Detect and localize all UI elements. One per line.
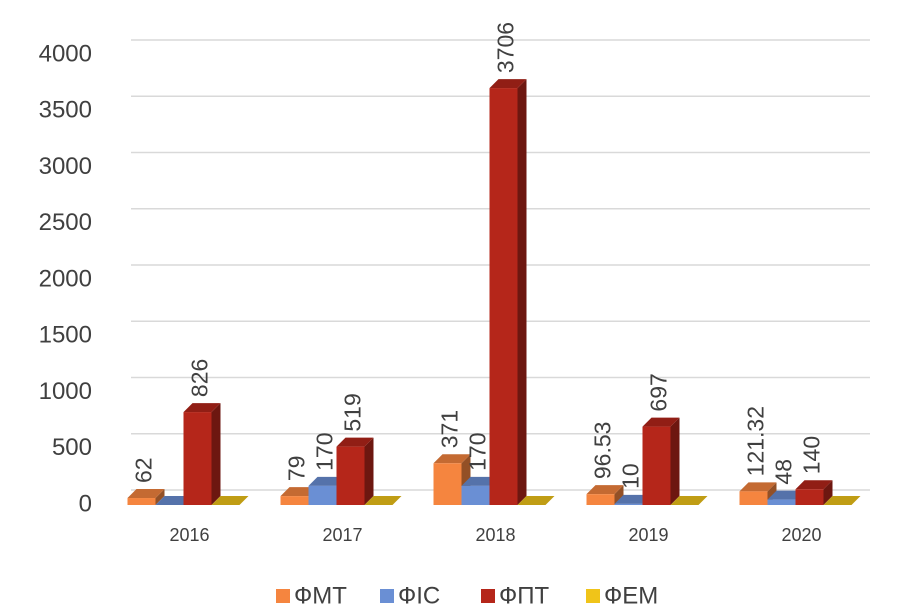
- bar-top: [517, 496, 555, 505]
- bar-top: [433, 454, 471, 464]
- bar: [795, 480, 833, 505]
- value-label: 96.53: [590, 422, 616, 480]
- value-label: 3706: [493, 22, 519, 73]
- bar-front: [642, 426, 671, 505]
- bar-top: [795, 480, 833, 490]
- bar-side: [614, 485, 624, 505]
- legend-swatch: [481, 589, 495, 603]
- legend-swatch: [380, 589, 394, 603]
- value-label: 170: [312, 433, 338, 471]
- legend-label: ФІС: [398, 582, 440, 609]
- bar-top: [739, 482, 777, 492]
- bar-top: [211, 496, 249, 505]
- value-label: 10: [618, 463, 644, 489]
- bar-front: [489, 88, 518, 505]
- bar-front: [336, 446, 365, 505]
- bar-side: [823, 480, 833, 505]
- bar-front: [739, 491, 768, 505]
- bar-top: [670, 496, 708, 505]
- bar-front: [586, 494, 615, 505]
- legend-swatch: [586, 589, 600, 603]
- value-label: 826: [187, 359, 213, 397]
- bar: [155, 496, 193, 505]
- bar-top: [489, 79, 527, 89]
- value-label: 48: [771, 459, 797, 485]
- x-tick-label: 2019: [628, 525, 668, 545]
- value-label: 170: [465, 433, 491, 471]
- bar: [642, 417, 680, 505]
- bar: [364, 496, 402, 505]
- x-tick-label: 2020: [781, 525, 821, 545]
- bar-side: [211, 403, 221, 505]
- legend-swatch: [276, 589, 290, 603]
- value-label: 140: [799, 436, 825, 474]
- bar-front: [795, 489, 824, 505]
- value-label: 121.32: [743, 406, 769, 476]
- value-label: 519: [340, 393, 366, 431]
- bar-front: [308, 485, 337, 505]
- value-label: 62: [131, 457, 157, 483]
- bar-front: [280, 496, 309, 505]
- y-tick-label: 0: [79, 490, 92, 517]
- bar-top: [155, 496, 193, 505]
- bar-top: [586, 485, 624, 495]
- value-label: 79: [284, 456, 310, 482]
- bar-front: [127, 498, 156, 505]
- bar-top: [461, 476, 499, 486]
- x-tick-label: 2017: [322, 525, 362, 545]
- y-tick-label: 1000: [39, 378, 92, 405]
- bar-top: [614, 494, 652, 504]
- bar-top: [823, 496, 861, 505]
- bar: [183, 403, 221, 505]
- y-tick-label: 3500: [39, 97, 92, 124]
- bar-front: [433, 463, 462, 505]
- bar: [336, 437, 374, 505]
- bar-top: [183, 403, 221, 413]
- bar-side: [517, 79, 527, 505]
- x-tick-label: 2016: [169, 525, 209, 545]
- value-label: 697: [646, 373, 672, 411]
- bar: [586, 485, 624, 505]
- legend-label: ФМТ: [294, 582, 347, 609]
- bar-top: [364, 496, 402, 505]
- bar-top: [127, 489, 165, 499]
- bar-side: [670, 417, 680, 505]
- bar-top: [308, 476, 346, 486]
- legend-label: ФПТ: [499, 582, 549, 609]
- y-tick-label: 3000: [39, 153, 92, 180]
- bar-front: [767, 499, 796, 505]
- bar: [823, 496, 861, 505]
- bar-front: [461, 485, 490, 505]
- legend-label: ФЕМ: [604, 582, 658, 609]
- bar-top: [280, 487, 318, 497]
- bar-front: [183, 412, 212, 505]
- bar: [489, 79, 527, 505]
- bar: [211, 496, 249, 505]
- y-tick-label: 2500: [39, 209, 92, 236]
- value-label: 371: [437, 410, 463, 448]
- y-tick-label: 1500: [39, 322, 92, 349]
- y-tick-label: 4000: [39, 40, 92, 67]
- bar: [670, 496, 708, 505]
- bar: [517, 496, 555, 505]
- bar: [127, 489, 165, 505]
- x-tick-label: 2018: [475, 525, 515, 545]
- y-tick-label: 2000: [39, 265, 92, 292]
- bar-top: [642, 417, 680, 427]
- bar-side: [364, 437, 374, 505]
- bar: [739, 482, 777, 505]
- bar-top: [767, 490, 805, 500]
- bar-front: [614, 503, 643, 505]
- bar-top: [336, 437, 374, 447]
- y-tick-label: 500: [52, 434, 92, 461]
- bar-side: [155, 489, 165, 505]
